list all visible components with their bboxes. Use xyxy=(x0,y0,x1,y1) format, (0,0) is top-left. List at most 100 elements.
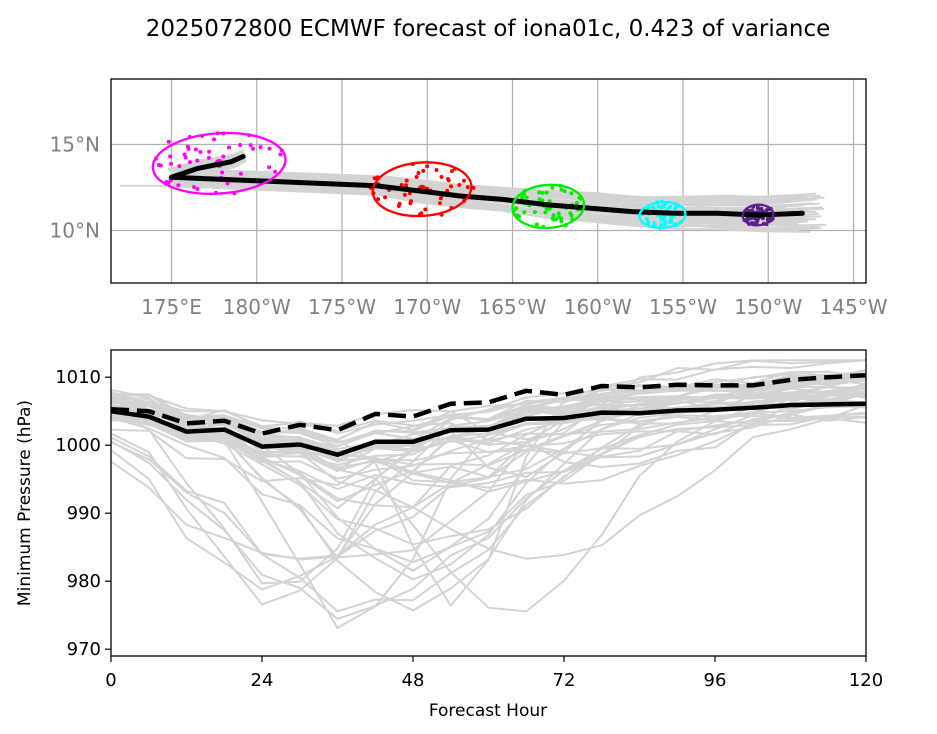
pressure-ensemble-line xyxy=(111,390,866,448)
map-ensemble-position xyxy=(569,213,574,218)
map-ensemble-position xyxy=(408,201,413,206)
pressure-panel: 0 24 48 72 96 120 970 980 990 1000 1010 Forecast H… xyxy=(15,349,883,721)
y-tick-label: 1000 xyxy=(55,435,101,456)
pressure-main-lines xyxy=(111,372,866,457)
map-ensemble-position xyxy=(554,217,558,222)
map-ensemble-position xyxy=(399,183,404,187)
pressure-axes: 0 24 48 72 96 120 970 980 990 1000 1010 xyxy=(55,367,883,691)
map-ensemble-position xyxy=(212,137,216,142)
map-ensemble-position xyxy=(404,178,409,183)
map-ensemble-position xyxy=(278,152,283,157)
map-ensemble-position xyxy=(537,190,542,195)
pressure-ensemble-line xyxy=(111,411,866,621)
map-ensemble-position xyxy=(449,184,454,189)
map-ensemble-position xyxy=(402,192,407,197)
map-ensemble-position xyxy=(537,197,542,202)
map-ensemble-position xyxy=(559,219,564,224)
map-ensemble-position xyxy=(416,171,421,175)
map-ensemble-position xyxy=(419,211,424,216)
map-ensemble-position xyxy=(166,139,171,144)
map-x-tick-label: 175°W xyxy=(308,295,376,319)
map-ensemble-position xyxy=(423,207,428,212)
map-ensemble-position xyxy=(644,216,649,221)
map-ensemble-position xyxy=(248,143,253,148)
map-ensemble-position xyxy=(168,154,173,159)
map-ensemble-position xyxy=(543,210,548,215)
map-ensemble-position xyxy=(559,187,564,192)
map-ensemble-position xyxy=(207,155,211,160)
map-ensemble-track xyxy=(175,153,820,208)
map-x-tick-label: 150°W xyxy=(734,295,802,319)
map-y-tick-label: 10°N xyxy=(50,219,100,243)
track-map-panel: 175°E 180°W 175°W 170°W 165°W 160°W 155°W 150°W… xyxy=(50,78,888,320)
map-ensemble-position xyxy=(221,154,226,159)
map-ensemble-position xyxy=(517,214,522,219)
map-ensemble-position xyxy=(659,205,664,210)
map-ensemble-position xyxy=(414,175,419,179)
map-ensemble-position xyxy=(556,211,561,216)
map-ensemble-position xyxy=(195,158,200,163)
map-ensemble-position xyxy=(425,164,430,169)
map-ensemble-position xyxy=(169,161,173,166)
map-ensemble-position xyxy=(438,196,443,201)
map-ensemble-position xyxy=(465,185,470,190)
map-ensemble-position xyxy=(186,146,191,151)
pressure-ensemble-line xyxy=(111,393,866,613)
map-ensemble-position xyxy=(520,195,524,200)
map-ensemble-position xyxy=(376,197,381,202)
map-ensemble-position xyxy=(462,178,466,183)
map-ensemble-position xyxy=(273,169,278,174)
map-y-tick-label: 15°N xyxy=(50,133,100,157)
map-ensemble-track xyxy=(170,150,792,201)
y-tick-label: 1010 xyxy=(55,367,101,388)
map-x-tick-label: 155°W xyxy=(649,295,717,319)
map-x-tick-label: 160°W xyxy=(564,295,632,319)
map-ensemble-position xyxy=(569,191,574,196)
map-ensemble-position xyxy=(434,168,439,172)
map-ensemble-position xyxy=(227,145,231,150)
map-tick-labels: 175°E 180°W 175°W 170°W 165°W 160°W 155°W 150°W… xyxy=(50,133,888,320)
x-axis-label: Forecast Hour xyxy=(429,701,547,721)
map-ensemble-position xyxy=(372,176,377,181)
map-ensemble-position xyxy=(156,163,161,167)
map-ensemble-position xyxy=(450,169,454,173)
map-ensemble-position xyxy=(225,181,230,186)
map-ensemble-position xyxy=(457,183,462,187)
map-ensemble-position xyxy=(663,222,668,227)
map-ensemble-position xyxy=(669,219,674,224)
pressure-ensemble-line xyxy=(111,415,866,564)
map-ensemble-position xyxy=(258,145,263,150)
map-ensemble-position xyxy=(662,218,667,223)
x-tick-label: 72 xyxy=(553,670,576,691)
map-ensemble-position xyxy=(177,164,182,169)
map-x-tick-label: 180°W xyxy=(223,295,291,319)
map-ensemble-position xyxy=(574,200,579,205)
map-ensemble-position xyxy=(522,210,527,215)
map-ensemble-position xyxy=(446,178,451,183)
map-ensemble-position xyxy=(550,185,555,190)
map-uncertainty-ellipse xyxy=(511,183,586,230)
map-ensemble-position xyxy=(755,205,760,210)
map-mean-track xyxy=(169,154,805,218)
map-ensemble-position xyxy=(220,170,225,175)
map-ensemble-position xyxy=(540,190,545,195)
map-ensemble-position xyxy=(673,205,678,210)
pressure-ensemble-line xyxy=(111,390,866,479)
map-ensemble-position xyxy=(437,201,442,206)
map-ensemble-position xyxy=(207,149,212,154)
map-ensemble-position xyxy=(383,195,388,200)
pressure-ensemble-line xyxy=(111,390,866,480)
map-x-tick-label: 145°W xyxy=(820,295,888,319)
y-tick-label: 970 xyxy=(67,639,101,660)
map-ensemble-position xyxy=(192,185,197,190)
map-ensemble-position xyxy=(267,146,272,151)
map-ensemble-position xyxy=(421,168,426,173)
x-tick-label: 24 xyxy=(251,670,274,691)
map-ensemble-position xyxy=(193,147,198,152)
pressure-mean-line xyxy=(111,401,866,457)
map-x-tick-label: 170°W xyxy=(393,295,461,319)
map-frame xyxy=(110,78,867,284)
map-ensemble-position xyxy=(668,204,673,209)
map-uncertainty-ellipse xyxy=(151,131,287,195)
